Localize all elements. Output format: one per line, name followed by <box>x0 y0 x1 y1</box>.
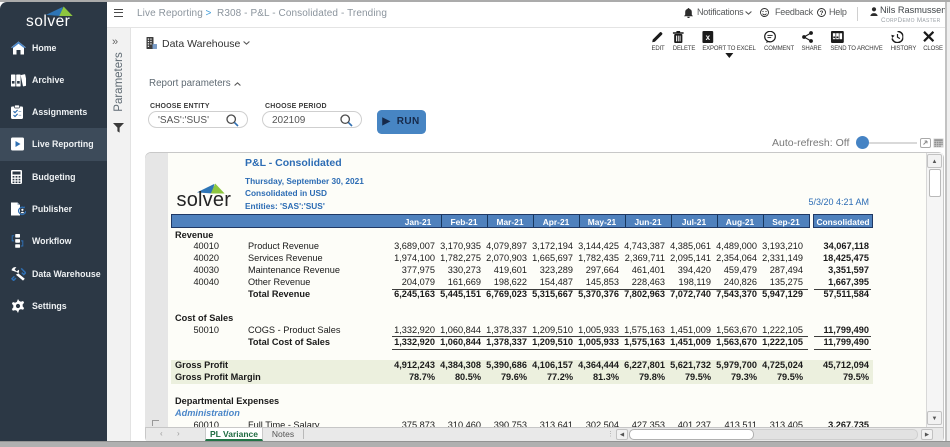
svg-text:?: ? <box>819 10 823 17</box>
svg-text:x: x <box>706 33 711 42</box>
